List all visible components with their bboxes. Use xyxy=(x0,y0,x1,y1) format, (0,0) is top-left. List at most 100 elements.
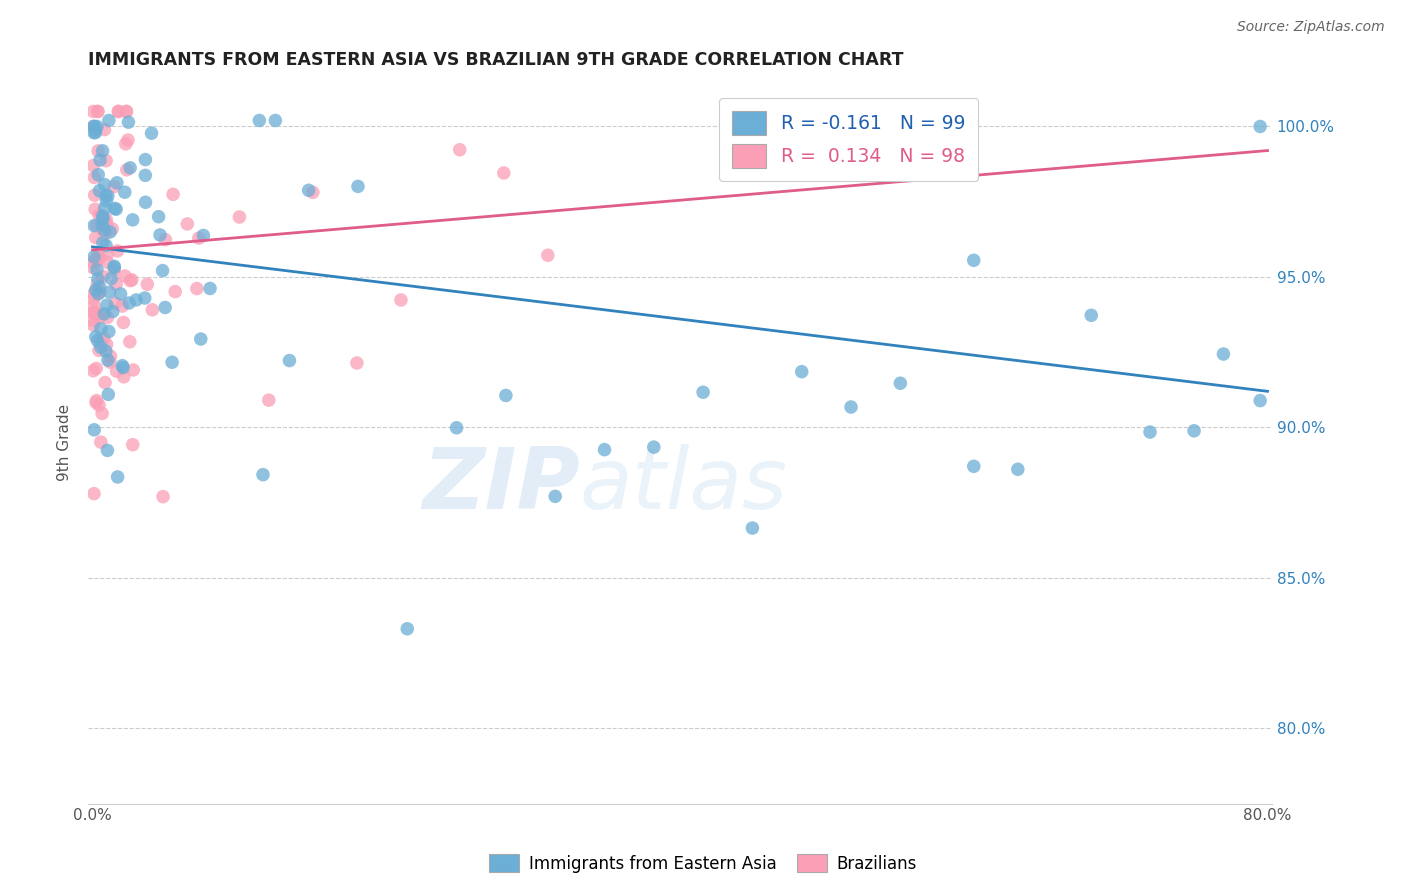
Point xyxy=(105,202,128,217)
Point xyxy=(107,244,129,258)
Text: IMMIGRANTS FROM EASTERN ASIA VS BRAZILIAN 9TH GRADE CORRELATION CHART: IMMIGRANTS FROM EASTERN ASIA VS BRAZILIA… xyxy=(89,51,904,69)
Point xyxy=(84,330,107,344)
Point xyxy=(97,325,120,339)
Point xyxy=(247,113,270,128)
Point xyxy=(446,421,468,435)
Point xyxy=(1080,308,1102,322)
Point xyxy=(82,255,104,269)
Point xyxy=(83,170,105,185)
Point xyxy=(97,247,120,261)
Point xyxy=(114,136,136,151)
Point xyxy=(89,184,111,198)
Point xyxy=(121,438,143,452)
Point xyxy=(83,286,105,301)
Point xyxy=(89,335,111,350)
Point xyxy=(93,223,115,237)
Point xyxy=(298,183,321,197)
Point xyxy=(593,442,616,457)
Point xyxy=(86,120,108,134)
Point xyxy=(134,169,156,183)
Point xyxy=(107,470,129,484)
Point xyxy=(86,277,108,292)
Point xyxy=(82,318,104,332)
Point xyxy=(103,260,125,274)
Point xyxy=(112,369,135,384)
Point xyxy=(87,286,110,301)
Point xyxy=(90,210,112,224)
Point xyxy=(136,277,159,292)
Point xyxy=(112,315,135,329)
Point xyxy=(83,219,105,233)
Point xyxy=(107,104,129,119)
Point xyxy=(155,233,177,247)
Point xyxy=(89,250,111,264)
Point xyxy=(193,228,215,243)
Point xyxy=(96,298,118,312)
Point xyxy=(264,113,287,128)
Point xyxy=(98,355,121,369)
Point xyxy=(89,285,111,299)
Point xyxy=(91,144,114,158)
Point xyxy=(103,260,125,275)
Point xyxy=(94,227,117,241)
Point xyxy=(111,359,134,373)
Point xyxy=(105,176,128,190)
Point xyxy=(105,364,128,378)
Point xyxy=(83,292,105,306)
Point xyxy=(97,113,120,128)
Point xyxy=(115,162,138,177)
Point xyxy=(98,285,121,299)
Point xyxy=(112,360,135,375)
Point xyxy=(121,212,143,227)
Point xyxy=(96,337,118,351)
Point xyxy=(94,344,117,359)
Point xyxy=(101,304,124,318)
Point xyxy=(963,459,986,474)
Point xyxy=(141,302,163,317)
Point xyxy=(117,115,139,129)
Point xyxy=(389,293,412,307)
Point xyxy=(91,218,114,232)
Point xyxy=(84,305,107,319)
Point xyxy=(790,365,813,379)
Point xyxy=(97,189,120,203)
Point xyxy=(83,306,105,320)
Point xyxy=(963,253,986,268)
Point xyxy=(91,235,114,250)
Point xyxy=(82,104,104,119)
Point xyxy=(84,202,107,217)
Point xyxy=(1212,347,1234,361)
Point xyxy=(86,307,108,321)
Point xyxy=(94,212,117,227)
Point xyxy=(149,227,172,242)
Point xyxy=(83,486,105,500)
Point xyxy=(96,194,118,208)
Point xyxy=(1182,424,1205,438)
Point xyxy=(83,250,105,264)
Point xyxy=(114,185,136,199)
Point xyxy=(176,217,198,231)
Point xyxy=(91,223,114,237)
Point xyxy=(346,356,368,370)
Legend: R = -0.161   N = 99, R =  0.134   N = 98: R = -0.161 N = 99, R = 0.134 N = 98 xyxy=(718,98,979,181)
Point xyxy=(114,268,136,283)
Point xyxy=(96,443,118,458)
Point xyxy=(228,210,250,224)
Point xyxy=(120,161,142,175)
Text: ZIP: ZIP xyxy=(422,444,579,527)
Point xyxy=(91,269,114,284)
Point xyxy=(89,153,111,167)
Point xyxy=(82,313,104,327)
Point xyxy=(94,238,117,252)
Point xyxy=(278,353,301,368)
Point xyxy=(134,291,156,305)
Point xyxy=(165,285,187,299)
Point xyxy=(87,104,110,119)
Point xyxy=(125,293,148,307)
Point xyxy=(1249,393,1271,408)
Point xyxy=(86,219,108,233)
Point xyxy=(91,211,114,226)
Point xyxy=(100,271,122,285)
Point xyxy=(87,104,110,119)
Point xyxy=(87,272,110,286)
